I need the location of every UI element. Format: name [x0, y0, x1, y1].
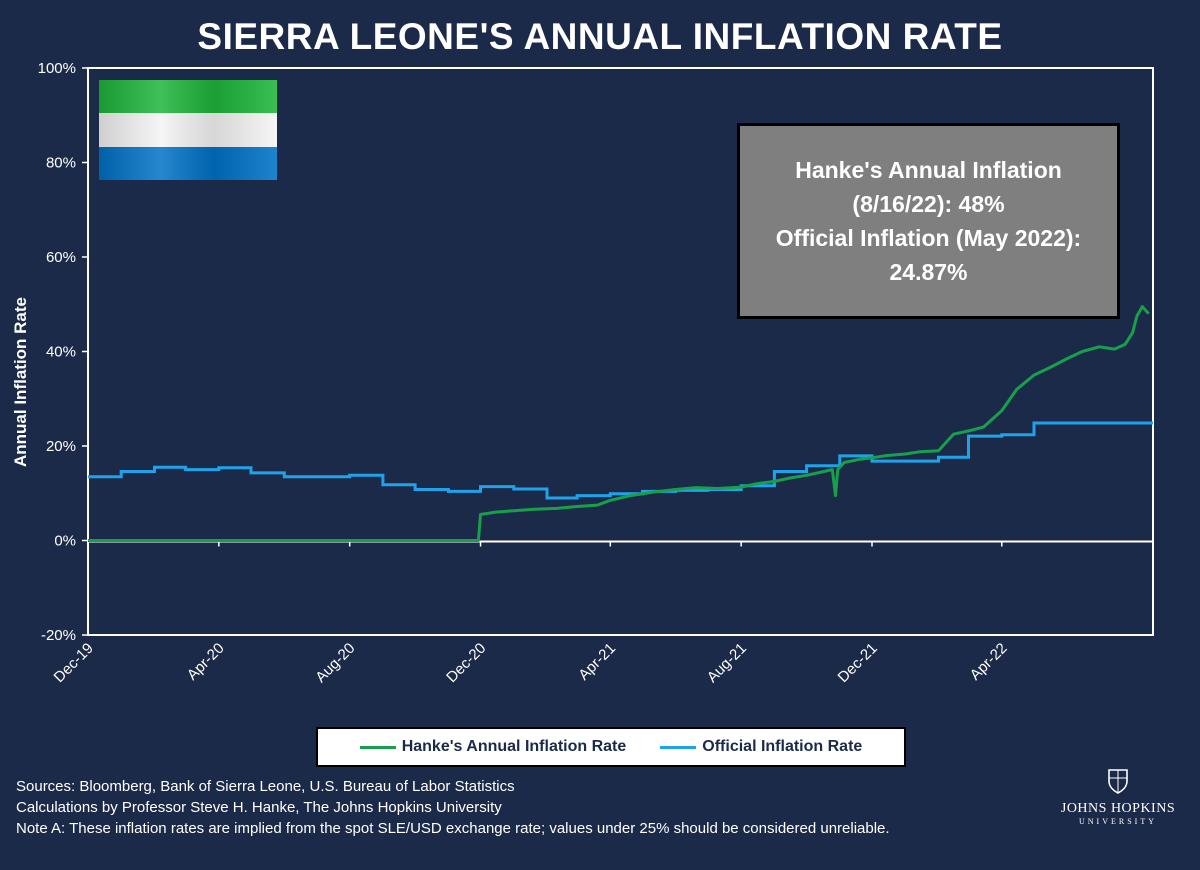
annotation-box: Hanke's Annual Inflation (8/16/22): 48% …: [737, 123, 1120, 319]
annotation-line-3: Official Inflation (May 2022):: [775, 225, 1082, 251]
jhu-sub: UNIVERSITY: [1079, 817, 1157, 826]
y-tick-label: 100%: [38, 60, 76, 77]
legend: Hanke's Annual Inflation Rate Official I…: [316, 727, 906, 767]
sierra-leone-flag-icon: [99, 80, 277, 180]
x-tick-label: Dec-20: [443, 640, 489, 686]
series-line-hanke: [88, 305, 1150, 542]
sources-note: Sources: Bloomberg, Bank of Sierra Leone…: [16, 776, 890, 839]
x-tick-label: Dec-21: [835, 640, 881, 686]
x-tick-label: Dec-19: [51, 640, 97, 686]
y-tick-label: 20%: [46, 438, 76, 455]
series-group: [87, 305, 1154, 542]
legend-item-official: Official Inflation Rate: [660, 738, 862, 756]
series-line-official: [88, 421, 1153, 500]
annotation-line-2: (8/16/22): 48%: [852, 191, 1005, 217]
legend-swatch-official: [660, 745, 697, 749]
y-tick-label: 60%: [46, 249, 76, 266]
sources-line: Sources: Bloomberg, Bank of Sierra Leone…: [16, 778, 515, 795]
jhu-logo: JOHNS HOPKINS UNIVERSITY: [1058, 768, 1178, 828]
calculations-line: Calculations by Professor Steve H. Hanke…: [16, 799, 502, 816]
x-tick-label: Apr-22: [967, 640, 1011, 684]
x-tick-label: Apr-21: [575, 640, 619, 684]
y-tick-label: 80%: [46, 155, 76, 172]
y-axis-label: Annual Inflation Rate: [11, 297, 30, 467]
legend-swatch-hanke: [359, 745, 396, 749]
y-axis: 100% 80% 60% 40% 20% 0% -20%: [38, 60, 88, 644]
x-tick-label: Apr-20: [184, 640, 228, 684]
y-tick-label: 0%: [54, 533, 76, 550]
annotation-line-1: Hanke's Annual Inflation: [795, 157, 1062, 183]
chart-title: SIERRA LEONE'S ANNUAL INFLATION RATE: [197, 16, 1003, 57]
legend-label-official: Official Inflation Rate: [702, 738, 863, 755]
y-tick-label: -20%: [41, 627, 76, 644]
legend-label-hanke: Hanke's Annual Inflation Rate: [401, 738, 627, 755]
x-tick-label: Aug-20: [312, 640, 358, 686]
annotation-line-4: 24.87%: [889, 259, 968, 285]
x-tick-label: Aug-21: [704, 640, 750, 686]
y-tick-label: 40%: [46, 344, 76, 361]
legend-item-hanke: Hanke's Annual Inflation Rate: [359, 738, 627, 756]
jhu-name: JOHNS HOPKINS: [1060, 801, 1176, 816]
x-axis: Dec-19 Apr-20 Aug-20 Dec-20 Apr-21 Aug-21 Dec-…: [51, 540, 1011, 686]
jhu-crest-icon: [1108, 769, 1128, 794]
note-line: Note A: These inflation rates are implie…: [16, 820, 890, 837]
